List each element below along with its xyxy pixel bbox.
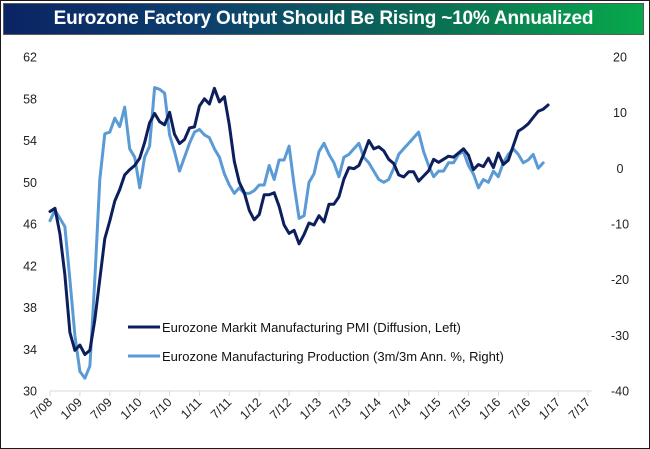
- y-left-tick-label: 58: [23, 92, 37, 106]
- y-left-tick-label: 62: [23, 51, 37, 65]
- x-tick-label: 1/11: [178, 395, 204, 421]
- y-right-tick-label: 20: [613, 51, 627, 65]
- x-tick-label: 7/13: [327, 395, 354, 422]
- x-tick-label: 1/17: [536, 395, 563, 422]
- chart-title: Eurozone Factory Output Should Be Rising…: [53, 8, 594, 29]
- x-tick-label: 7/17: [566, 395, 593, 422]
- y-right-tick-label: -30: [611, 329, 629, 343]
- x-tick-label: 1/09: [58, 395, 85, 422]
- y-left-tick-label: 34: [23, 343, 37, 357]
- x-tick-label: 7/10: [148, 395, 175, 422]
- x-tick-label: 1/10: [118, 395, 145, 422]
- x-tick-label: 7/09: [88, 395, 115, 422]
- y-left-tick-label: 50: [23, 176, 37, 190]
- legend-label: Eurozone Manufacturing Production (3m/3m…: [162, 349, 504, 364]
- series-line-pmi: [48, 86, 550, 356]
- y-right-tick-label: 0: [617, 162, 624, 176]
- x-axis: 7/08 1/09 7/09 1/10 7/10 1/11 7/11 1/12 7/12 1/13…: [28, 390, 593, 422]
- y-axis-left: 62 58 54 50 46 42 38 34 30: [23, 51, 37, 399]
- x-tick-label: 7/15: [446, 395, 473, 422]
- series-lines: [48, 86, 550, 380]
- x-tick-label: 1/14: [357, 395, 384, 422]
- x-tick-label: 7/11: [208, 395, 234, 421]
- y-right-tick-label: -40: [611, 385, 629, 399]
- y-right-tick-label: -10: [611, 218, 629, 232]
- y-left-tick-label: 30: [23, 385, 37, 399]
- y-left-tick-label: 46: [23, 218, 37, 232]
- y-right-tick-label: -20: [611, 273, 629, 287]
- x-tick-label: 7/12: [267, 395, 294, 422]
- legend-label: Eurozone Markit Manufacturing PMI (Diffu…: [162, 320, 461, 335]
- y-left-tick-label: 54: [23, 134, 37, 148]
- x-tick-label: 1/12: [237, 395, 264, 422]
- series-line-production: [48, 86, 545, 380]
- y-axis-right: 20 10 0 -10 -20 -30 -40: [611, 51, 629, 399]
- title-bar: Eurozone Factory Output Should Be Rising…: [3, 3, 644, 35]
- x-tick-label: 1/16: [476, 395, 503, 422]
- x-tick-label: 1/15: [417, 395, 444, 422]
- x-tick-label: 7/08: [28, 395, 55, 422]
- y-left-tick-label: 42: [23, 259, 37, 273]
- x-tick-label: 1/13: [297, 395, 324, 422]
- y-right-tick-label: 10: [613, 106, 627, 120]
- legend: Eurozone Markit Manufacturing PMI (Diffu…: [128, 320, 504, 364]
- y-left-tick-label: 38: [23, 301, 37, 315]
- x-tick-label: 7/16: [506, 395, 533, 422]
- x-tick-label: 7/14: [387, 395, 414, 422]
